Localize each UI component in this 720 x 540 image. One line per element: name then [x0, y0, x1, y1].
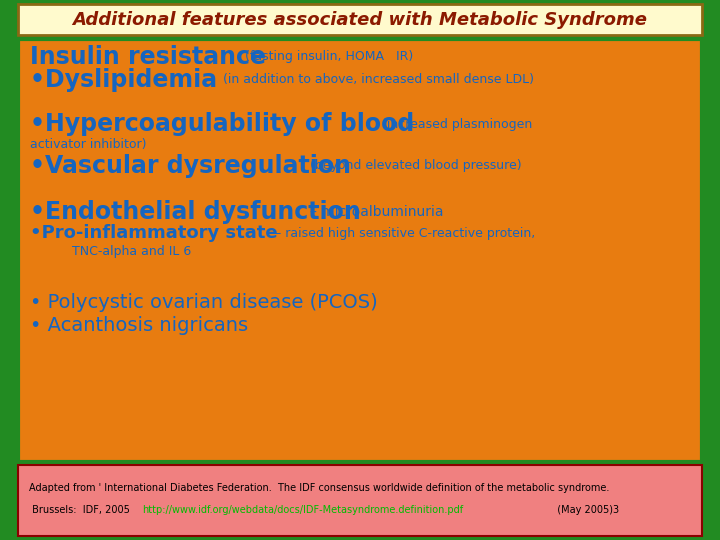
Text: Adapted from ' International Diabetes Federation.  The IDF consensus worldwide d: Adapted from ' International Diabetes Fe…	[29, 483, 609, 493]
Text: (beyond elevated blood pressure): (beyond elevated blood pressure)	[310, 159, 521, 172]
FancyBboxPatch shape	[18, 4, 702, 35]
Text: activator inhibitor): activator inhibitor)	[30, 138, 147, 151]
Text: Insulin resistance: Insulin resistance	[30, 45, 274, 69]
Text: TNC-alpha and IL 6: TNC-alpha and IL 6	[72, 245, 192, 258]
Text: (in addition to above, increased small dense LDL): (in addition to above, increased small d…	[223, 73, 534, 86]
Text: •Pro-inflammatory state: •Pro-inflammatory state	[30, 224, 284, 242]
Text: Brussels:  IDF, 2005: Brussels: IDF, 2005	[29, 505, 136, 515]
Text: •Hypercoagulability of blood: •Hypercoagulability of blood	[30, 112, 423, 136]
Text: • Acanthosis nigricans: • Acanthosis nigricans	[30, 315, 248, 335]
Text: (fasting insulin, HOMA   IR): (fasting insulin, HOMA IR)	[245, 50, 413, 63]
Text: http://www.idf.org/webdata/docs/IDF-Metasyndrome.definition.pdf: http://www.idf.org/webdata/docs/IDF-Meta…	[142, 505, 463, 515]
Text: •Vascular dysregulation: •Vascular dysregulation	[30, 154, 359, 178]
Text: • Polycystic ovarian disease (PCOS): • Polycystic ovarian disease (PCOS)	[30, 293, 378, 312]
Text: Additional features associated with Metabolic Syndrome: Additional features associated with Meta…	[73, 11, 647, 29]
Text: (increased plasminogen: (increased plasminogen	[382, 118, 532, 131]
Text: – raised high sensitive C-reactive protein,: – raised high sensitive C-reactive prote…	[275, 227, 535, 240]
FancyBboxPatch shape	[18, 465, 702, 536]
Text: •Dyslipidemia: •Dyslipidemia	[30, 68, 225, 92]
Text: – microalbuminuria: – microalbuminuria	[310, 205, 443, 219]
FancyBboxPatch shape	[18, 39, 702, 462]
Text: •Endothelial dysfunction: •Endothelial dysfunction	[30, 200, 369, 224]
Text: (May 2005)3: (May 2005)3	[551, 505, 619, 515]
